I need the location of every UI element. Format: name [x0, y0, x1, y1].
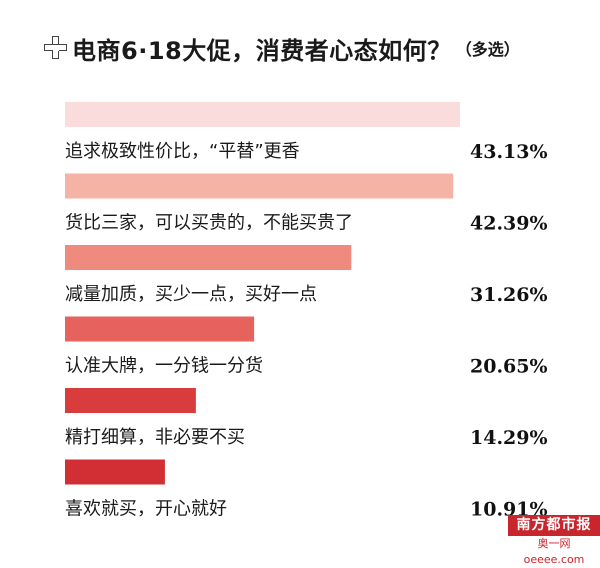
value-label-2: 42.39% [470, 213, 548, 235]
category-label-1: 追求极致性价比，“平替”更香 [65, 141, 300, 162]
chart-subtitle: （多选） [455, 40, 520, 59]
logo-name: 南方都市报 [508, 515, 600, 536]
bar-chart: 追求极致性价比，“平替”更香 43.13% 货比三家，可以买贵的，不能买贵了 42.3… [65, 102, 548, 521]
category-label-4: 认准大牌，一分钱一分货 [65, 356, 263, 377]
logo-site: 奥一网oeeee.com [523, 537, 585, 566]
value-label-5: 14.29% [470, 427, 548, 449]
category-label-6: 喜欢就买，开心就好 [65, 499, 227, 520]
chart-title: 电商6·18大促，消费者心态如何？ [72, 36, 452, 65]
plus-cross-icon [44, 36, 68, 60]
value-label-1: 43.13% [470, 141, 548, 163]
bar-1 [65, 102, 460, 127]
value-label-3: 31.26% [470, 284, 548, 306]
bar-2 [65, 173, 454, 199]
bar-6 [65, 459, 165, 485]
chart-title-row: 电商6·18大促，消费者心态如何？ （多选） [44, 30, 520, 66]
bar-4 [65, 316, 255, 342]
bar-5 [65, 388, 196, 413]
value-label-4: 20.65% [470, 356, 548, 378]
category-label-5: 精打细算，非必要不买 [65, 427, 245, 448]
category-label-2: 货比三家，可以买贵的，不能买贵了 [65, 213, 353, 234]
category-label-3: 减量加质，买少一点，买好一点 [65, 284, 317, 305]
newspaper-logo: 南方都市报 奥一网oeeee.com [508, 515, 600, 566]
bar-3 [65, 245, 352, 270]
